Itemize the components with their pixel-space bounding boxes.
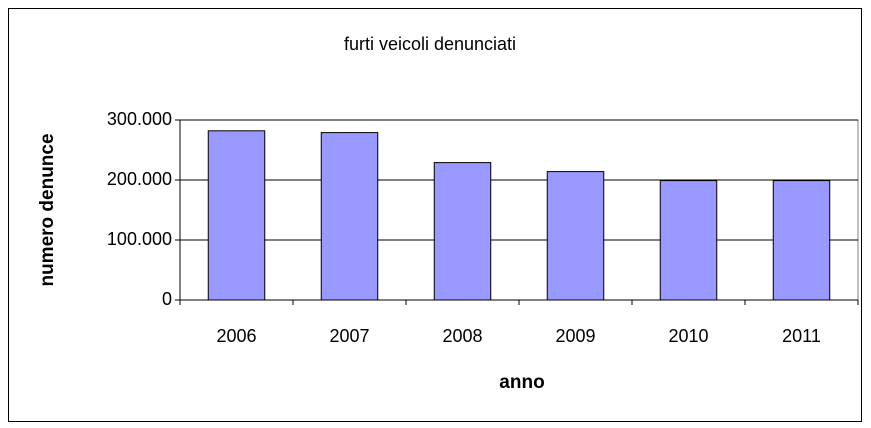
chart-title: furti veicoli denunciati	[344, 34, 516, 54]
bar	[659, 180, 718, 301]
y-tick-label: 300.000	[107, 109, 172, 129]
y-axis-label: numero denunce	[37, 133, 58, 286]
x-tick-label: 2007	[329, 326, 369, 346]
y-tick-label: 100.000	[107, 229, 172, 249]
bar	[433, 162, 492, 301]
x-tick-label: 2011	[782, 326, 821, 346]
bar	[772, 180, 831, 301]
y-tick-label: 200.000	[107, 169, 172, 189]
bar	[546, 171, 605, 301]
x-tick-label: 2010	[668, 326, 708, 346]
bar	[207, 130, 266, 301]
x-axis-label: anno	[499, 372, 544, 393]
x-tick-label: 2008	[442, 326, 482, 346]
y-tick-label: 0	[162, 289, 172, 309]
plot-area	[179, 119, 859, 301]
x-tick-label: 2006	[216, 326, 256, 346]
x-tick-label: 2009	[555, 326, 595, 346]
bar	[320, 132, 379, 301]
